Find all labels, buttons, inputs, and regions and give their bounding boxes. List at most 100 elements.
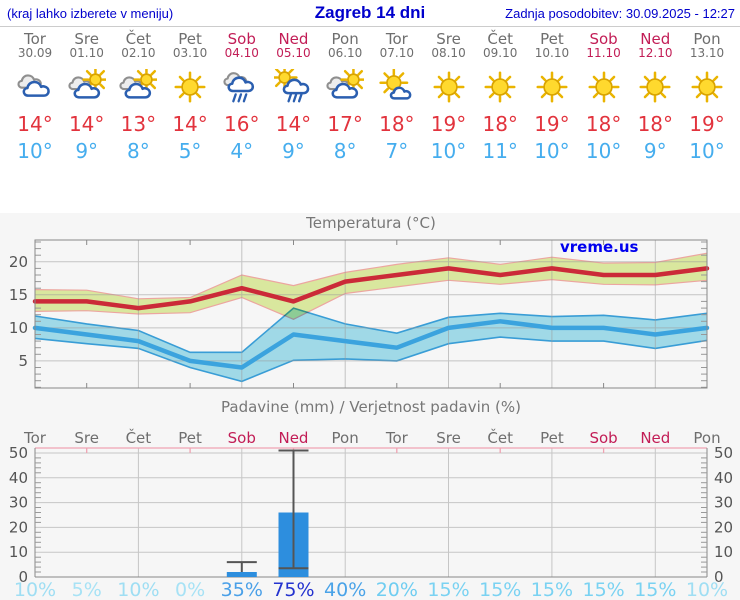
precip-day-label: Sre bbox=[74, 429, 99, 447]
precip-y-tick-label-left: 0 bbox=[18, 568, 28, 586]
precip-day-label: Sob bbox=[589, 429, 617, 447]
day-column: Tor 30.09 14° 10° bbox=[9, 27, 61, 213]
partly-sunny-icon bbox=[68, 66, 109, 99]
day-column: Sre 08.10 19° 10° bbox=[423, 27, 475, 213]
precipitation-probability-label: 15% bbox=[427, 579, 469, 600]
day-name: Tor bbox=[385, 30, 408, 48]
precipitation-probability-label: 35% bbox=[221, 579, 263, 600]
min-temperature: 10° bbox=[17, 139, 53, 163]
menu-hint-text: (kraj lahko izberete v meniju) bbox=[7, 6, 174, 21]
weather-icon bbox=[171, 69, 209, 105]
precip-y-tick-label-right: 40 bbox=[714, 469, 733, 487]
precip-y-tick-label-left: 10 bbox=[9, 543, 28, 561]
sun-rain-icon bbox=[271, 64, 310, 103]
precip-y-tick-label-left: 30 bbox=[9, 494, 28, 512]
precip-chart-title: Padavine (mm) / Verjetnost padavin (%) bbox=[221, 400, 521, 416]
day-name: Sre bbox=[436, 30, 461, 48]
last-update-text: Zadnja posodobitev: 30.09.2025 - 12:27 bbox=[505, 6, 735, 21]
watermark-text: vreme.us bbox=[560, 238, 639, 256]
temp-y-tick-label: 20 bbox=[9, 253, 28, 271]
temp-axis-ticks bbox=[35, 240, 707, 388]
min-temperature: 5° bbox=[178, 139, 202, 163]
precip-top-axis bbox=[35, 447, 707, 453]
day-column: Sob 04.10 16° 4° bbox=[216, 27, 268, 213]
min-temperature: 4° bbox=[230, 139, 254, 163]
cloudy-icon bbox=[17, 74, 50, 97]
precip-day-label: Ned bbox=[640, 429, 670, 447]
sunny-icon bbox=[174, 71, 206, 103]
max-temperature: 19° bbox=[430, 112, 467, 136]
day-name: Sob bbox=[589, 30, 618, 48]
precipitation-probability-label: 5% bbox=[72, 579, 102, 600]
day-date: 05.10 bbox=[276, 46, 311, 60]
max-temperature: 18° bbox=[585, 112, 622, 136]
min-temperature: 10° bbox=[689, 139, 725, 163]
precip-day-label: Pet bbox=[540, 429, 564, 447]
day-date: 08.10 bbox=[431, 46, 466, 60]
day-column: Pet 03.10 14° 5° bbox=[164, 27, 216, 213]
max-temperature: 16° bbox=[224, 112, 260, 136]
day-date: 30.09 bbox=[17, 46, 53, 60]
page-title: Zagreb 14 dni bbox=[314, 3, 426, 22]
day-column: Pet 10.10 19° 10° bbox=[526, 27, 578, 213]
precip-day-label: Tor bbox=[385, 429, 409, 447]
day-column: Ned 05.10 14° 9° bbox=[267, 27, 319, 213]
precip-day-label: Pon bbox=[693, 429, 720, 447]
mostly-sunny-icon bbox=[379, 68, 412, 100]
day-date: 02.10 bbox=[121, 46, 156, 60]
precip-y-tick-label-left: 40 bbox=[9, 469, 28, 487]
precip-y-tick-label-right: 30 bbox=[714, 494, 733, 512]
day-column: Pon 13.10 19° 10° bbox=[681, 27, 733, 213]
day-date: 12.10 bbox=[638, 46, 673, 60]
precip-y-tick-label-right: 50 bbox=[714, 444, 733, 462]
max-temperature: 17° bbox=[327, 112, 363, 136]
sunny-icon bbox=[639, 71, 671, 103]
temp-y-tick-label: 5 bbox=[18, 352, 28, 370]
precipitation-probability-label: 75% bbox=[272, 579, 314, 600]
precip-gridlines bbox=[35, 448, 707, 577]
day-date: 04.10 bbox=[224, 46, 259, 60]
min-temperature-line bbox=[32, 319, 710, 370]
day-column: Ned 12.10 18° 9° bbox=[629, 27, 681, 213]
precip-y-tick-label-right: 0 bbox=[714, 568, 724, 586]
weather-icon bbox=[481, 69, 519, 105]
precipitation-probability-label: 15% bbox=[479, 579, 521, 600]
header-bar: (kraj lahko izberete v meniju) Zagreb 14… bbox=[0, 0, 740, 27]
sunny-icon bbox=[433, 71, 465, 103]
weather-icon bbox=[326, 66, 367, 105]
day-date: 03.10 bbox=[172, 46, 208, 60]
weather-icon bbox=[271, 64, 312, 105]
max-temperature: 14° bbox=[68, 112, 105, 136]
precip-day-label: Sob bbox=[228, 429, 256, 447]
precip-day-label: Čet bbox=[126, 428, 152, 447]
day-date: 06.10 bbox=[327, 46, 363, 60]
temp-y-tick-label: 15 bbox=[9, 286, 28, 304]
day-column: Čet 02.10 13° 8° bbox=[112, 27, 164, 213]
day-name: Čet bbox=[487, 30, 514, 48]
day-date: 01.10 bbox=[69, 46, 104, 60]
day-name: Pet bbox=[178, 30, 202, 48]
precipitation-probability-label: 0% bbox=[175, 579, 205, 600]
weather-icon bbox=[16, 69, 54, 105]
precipitation-probability-label: 15% bbox=[634, 579, 676, 600]
min-temperature: 9° bbox=[643, 139, 667, 163]
min-temperature: 8° bbox=[333, 139, 357, 163]
partly-sunny-icon bbox=[119, 66, 160, 99]
precipitation-probability-label: 15% bbox=[582, 579, 624, 600]
precipitation-probability-label: 10% bbox=[686, 579, 728, 600]
forecast-strip: Tor 30.09 14° 10° Sre 01.10 14° 9° Čet 02.10 13° 8°… bbox=[0, 27, 740, 213]
precip-axes bbox=[34, 448, 708, 578]
precipitation-bar bbox=[226, 572, 257, 577]
min-temperature: 10° bbox=[585, 139, 622, 163]
precipitation-probability-label: 10% bbox=[14, 579, 56, 600]
sunny-icon bbox=[536, 71, 568, 103]
day-name: Sob bbox=[227, 30, 256, 48]
weather-icon bbox=[430, 69, 468, 105]
day-column: Čet 09.10 18° 11° bbox=[474, 27, 526, 213]
max-temperature-line bbox=[32, 266, 710, 311]
min-temperature: 10° bbox=[534, 139, 570, 163]
precipitation-chart: Padavine (mm) / Verjetnost padavin (%) To… bbox=[9, 400, 733, 600]
precip-whiskers bbox=[226, 449, 309, 572]
day-name: Pet bbox=[540, 30, 564, 48]
precipitation-probability-label: 15% bbox=[531, 579, 573, 600]
